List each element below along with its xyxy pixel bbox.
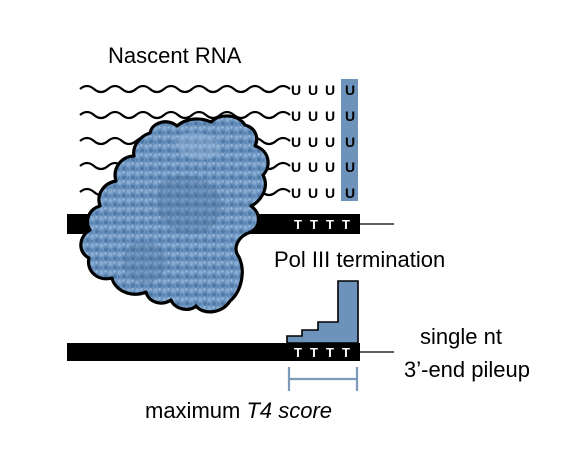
max-score-italic: T4 score bbox=[246, 398, 332, 423]
polymerase-shading bbox=[123, 241, 167, 284]
uridine-letter: U bbox=[325, 134, 335, 150]
bottom-dna-bar bbox=[67, 343, 360, 361]
polymerase-surface bbox=[79, 114, 270, 314]
thymidine-letter: T bbox=[294, 345, 302, 360]
thymidine-letter: T bbox=[294, 217, 302, 232]
single-nt-label: single nt bbox=[420, 324, 502, 349]
uridine-letter: U bbox=[291, 82, 301, 98]
uridine-letter: U bbox=[325, 82, 335, 98]
uridine-letter: U bbox=[345, 159, 355, 175]
max-t4-score-label: maximum T4 score bbox=[145, 398, 332, 423]
thymidine-letter: T bbox=[310, 217, 318, 232]
thymidine-letter: T bbox=[326, 217, 334, 232]
polymerase-shading bbox=[176, 132, 220, 160]
uridine-letter: U bbox=[325, 108, 335, 124]
uridine-tracts: U U U UU U U UU U U UU U U UU U U U bbox=[291, 82, 355, 201]
terminal-u-highlight bbox=[341, 79, 358, 201]
uridine-letter: U bbox=[308, 108, 318, 124]
uridine-letter: U bbox=[345, 108, 355, 124]
uridine-letter: U bbox=[325, 159, 335, 175]
thymidine-letter: T bbox=[342, 345, 350, 360]
uridine-letter: U bbox=[325, 185, 335, 201]
uridine-letter: U bbox=[308, 159, 318, 175]
uridine-letter: U bbox=[345, 134, 355, 150]
rna-polymerase-iii bbox=[79, 114, 270, 314]
uridine-letter: U bbox=[291, 108, 301, 124]
uridine-letter: U bbox=[291, 159, 301, 175]
uridine-letter: U bbox=[345, 185, 355, 201]
nascent-rna-label: Nascent RNA bbox=[108, 43, 242, 68]
rna-strand bbox=[79, 110, 291, 120]
thymidine-letter: T bbox=[310, 345, 318, 360]
uridine-letter: U bbox=[345, 82, 355, 98]
uridine-letter: U bbox=[308, 82, 318, 98]
thymidine-letter: T bbox=[326, 345, 334, 360]
rna-strand bbox=[79, 84, 291, 94]
max-score-prefix: maximum bbox=[145, 398, 246, 423]
uridine-letter: U bbox=[308, 185, 318, 201]
t4-window-bracket bbox=[287, 367, 359, 391]
uridine-letter: U bbox=[308, 134, 318, 150]
thymidine-letter: T bbox=[342, 217, 350, 232]
polymerase-shading bbox=[156, 175, 222, 235]
uridine-letter: U bbox=[291, 134, 301, 150]
pileup-histogram bbox=[286, 280, 359, 344]
pol3-termination-label: Pol III termination bbox=[274, 247, 445, 272]
uridine-letter: U bbox=[291, 185, 301, 201]
pileup-label: 3’-end pileup bbox=[404, 357, 530, 382]
